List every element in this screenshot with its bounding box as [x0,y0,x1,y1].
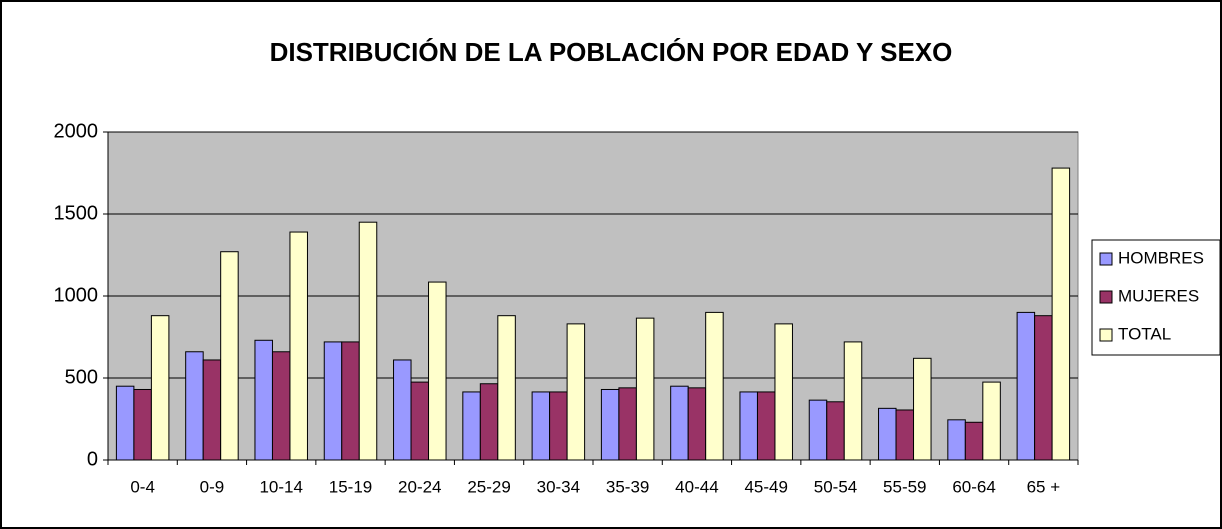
x-tick-label: 55-59 [883,477,926,496]
bar [964,421,984,461]
x-tick-label: 40-44 [675,477,718,496]
bar [289,231,308,461]
bar [982,381,1001,461]
y-tick-label: 1500 [54,202,99,224]
bar [393,359,412,461]
legend-swatch [1099,328,1113,342]
x-tick-label: 65 + [1027,477,1061,496]
bar [358,221,378,461]
bar [913,357,932,461]
bar [826,401,845,461]
bar [687,387,707,461]
bar [202,359,222,461]
bar [323,341,343,461]
bar [410,381,430,461]
legend-label: TOTAL [1118,324,1171,343]
x-tick-label: 20-24 [398,477,441,496]
bar [843,341,863,461]
x-tick-label: 60-64 [952,477,995,496]
bar [479,383,499,461]
bar [497,315,516,461]
y-tick-label: 0 [87,448,98,470]
bar [462,391,481,461]
bar [150,315,170,461]
x-tick-label: 45-49 [744,477,787,496]
legend-swatch [1099,290,1113,304]
bar [1051,167,1071,461]
y-tick-label: 500 [65,366,98,388]
bar [739,391,758,461]
x-tick-label: 25-29 [467,477,510,496]
legend-box [1091,239,1221,356]
bar [133,388,152,461]
bar [428,281,447,461]
bar [566,323,586,461]
legend-swatch [1099,252,1113,266]
x-tick-label: 30-34 [537,477,580,496]
bar [531,391,551,461]
x-tick-label: 0-4 [130,477,155,496]
bar [341,341,360,461]
bar [1034,315,1053,461]
legend-label: MUJERES [1118,286,1199,305]
bar [618,387,637,461]
bar [756,391,776,461]
bar [878,407,897,461]
bar [254,339,273,461]
x-tick-label: 15-19 [329,477,372,496]
bar [705,311,724,461]
bar [635,317,655,461]
bar [895,409,915,461]
bar [808,399,828,461]
y-tick-label: 2000 [54,120,99,142]
bar [670,385,689,461]
bar [271,351,291,461]
bar [549,391,568,461]
x-tick-label: 35-39 [606,477,649,496]
bar [115,385,135,461]
y-tick-label: 1000 [54,284,99,306]
bar [220,251,239,461]
x-tick-label: 10-14 [259,477,302,496]
bar [774,323,793,461]
bar [947,419,966,461]
bar [185,351,204,461]
bar [600,388,620,461]
bar [1016,311,1036,461]
chart-title: DISTRIBUCIÓN DE LA POBLACIÓN POR EDAD Y … [270,37,953,67]
legend-label: HOMBRES [1118,248,1204,267]
x-tick-label: 0-9 [200,477,225,496]
x-tick-label: 50-54 [814,477,857,496]
